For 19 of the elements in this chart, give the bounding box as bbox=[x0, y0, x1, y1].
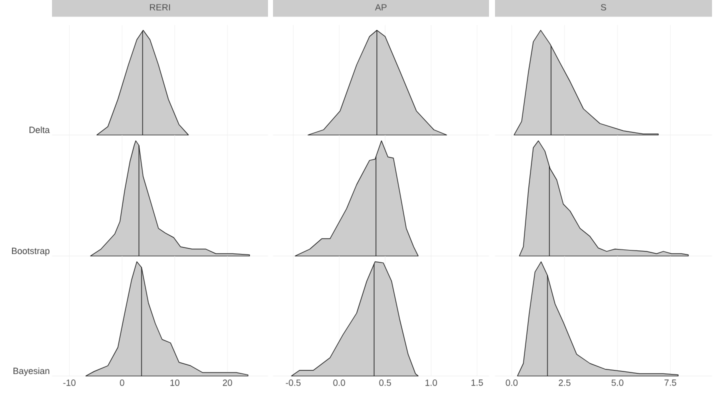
chart-title: S bbox=[600, 4, 606, 10]
y-axis-title: Bayesian bbox=[14, 367, 50, 376]
x-tick-label: 10 bbox=[170, 380, 180, 386]
x-tick-label: 0.5 bbox=[379, 380, 392, 386]
x-tick-label: 1.0 bbox=[426, 380, 438, 386]
x-tick-label: -10 bbox=[63, 380, 76, 386]
x-tick-label: -0.5 bbox=[286, 380, 301, 386]
x-tick-label: 0.0 bbox=[333, 380, 346, 386]
x-tick-label: 7.5 bbox=[664, 380, 676, 386]
x-tick-label: 1.5 bbox=[471, 380, 483, 386]
chart-title: AP bbox=[375, 4, 387, 10]
x-tick-label: 20 bbox=[222, 380, 232, 386]
x-tick-label: 0.0 bbox=[506, 380, 518, 386]
y-axis-title: Delta bbox=[30, 126, 50, 134]
y-axis-title: Bootstrap bbox=[12, 248, 50, 256]
x-tick-label: 2.5 bbox=[558, 380, 570, 386]
chart-title: RERI bbox=[150, 4, 170, 10]
x-tick-label: 0 bbox=[120, 380, 124, 386]
x-tick-label: 5.0 bbox=[612, 380, 624, 386]
